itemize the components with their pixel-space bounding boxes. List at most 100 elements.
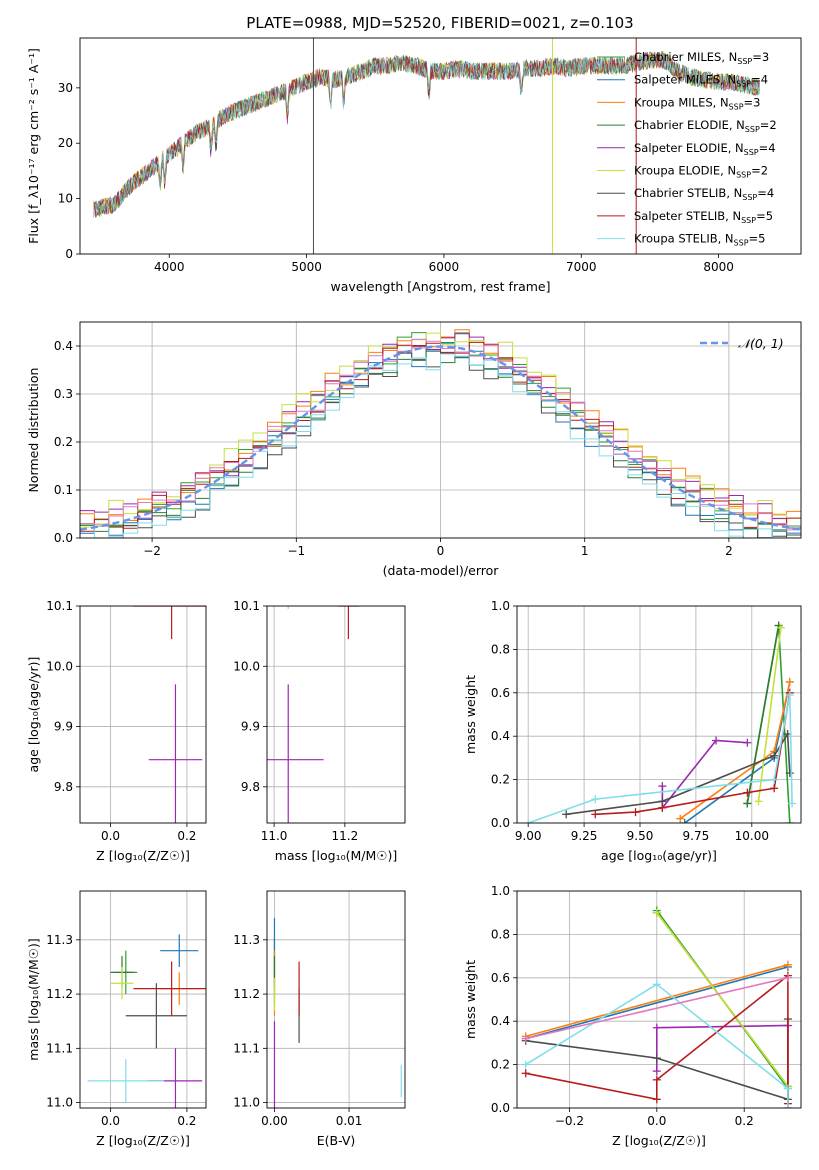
plot-area bbox=[517, 891, 801, 1108]
y-axis-label: Flux [f_λ10⁻¹⁷ erg cm⁻² s⁻¹ A⁻¹] bbox=[26, 48, 41, 244]
legend-label: Kroupa MILES, NSSP=3 bbox=[634, 95, 760, 111]
y-tick-label: 9.9 bbox=[241, 720, 260, 734]
y-axis-label: mass weight bbox=[463, 960, 478, 1039]
y-tick-label: 11.3 bbox=[46, 933, 73, 947]
axes-frame bbox=[79, 321, 802, 539]
y-tick-label: 0.0 bbox=[491, 1101, 510, 1115]
panel-massweight-Z: −0.2 0.0 0.2 0.0 0.2 0.4 0.6 0.8 1.0 Z [log₁₀(Z/Z… bbox=[463, 884, 802, 1148]
x-axis-label: (data-model)/error bbox=[383, 563, 500, 578]
x-axis-label: age [log₁₀(age/yr)] bbox=[601, 848, 717, 863]
y-tick-label: 11.1 bbox=[46, 1041, 73, 1055]
legend-label: Salpeter STELIB, NSSP=5 bbox=[634, 209, 773, 225]
panel-massweight-age: 9.00 9.25 9.50 9.75 10.00 0.0 0.2 0.4 0.6 0.8 1.0 a… bbox=[463, 599, 802, 863]
x-axis-label: Z [log₁₀(Z/Z☉)] bbox=[612, 1133, 706, 1148]
histogram-series bbox=[80, 353, 801, 538]
x-tick-label: 7000 bbox=[566, 260, 597, 274]
y-tick-label: 0.4 bbox=[491, 729, 510, 743]
y-tick-label: 9.8 bbox=[241, 780, 260, 794]
y-axis-label: mass weight bbox=[463, 675, 478, 754]
legend-label: Kroupa STELIB, NSSP=5 bbox=[634, 232, 765, 248]
y-tick-label: 20 bbox=[58, 136, 73, 150]
x-tick-label: 4000 bbox=[154, 260, 185, 274]
grid bbox=[80, 606, 206, 823]
mass-weight-line bbox=[525, 977, 789, 1040]
y-tick-label: 0.4 bbox=[54, 339, 73, 353]
x-axis-label: E(B-V) bbox=[317, 1133, 356, 1148]
x-tick-label: 0.2 bbox=[177, 1114, 196, 1128]
panel-mass-Z: 0.0 0.2 11.0 11.1 11.2 11.3 Z [log₁₀(Z/Z☉)] mas… bbox=[26, 890, 207, 1148]
mass-weight-line bbox=[679, 681, 791, 820]
y-tick-label: 11.0 bbox=[233, 1096, 260, 1110]
y-tick-label: 0.2 bbox=[491, 773, 510, 787]
x-tick-label: 0.00 bbox=[261, 1114, 288, 1128]
x-axis-label: wavelength [Angstrom, rest frame] bbox=[330, 279, 550, 294]
axes-frame bbox=[516, 605, 802, 824]
mass-weight-line bbox=[525, 983, 789, 1108]
y-tick-label: 1.0 bbox=[491, 599, 510, 613]
x-tick-label: 5000 bbox=[291, 260, 322, 274]
x-tick-label: 11.0 bbox=[261, 829, 288, 843]
grid bbox=[80, 891, 206, 1108]
mass-weight-line bbox=[746, 625, 780, 804]
axes-frame bbox=[79, 890, 207, 1109]
x-axis-label: Z [log₁₀(Z/Z☉)] bbox=[96, 1133, 190, 1148]
y-tick-label: 11.2 bbox=[46, 987, 73, 1001]
y-tick-label: 0.0 bbox=[54, 531, 73, 545]
legend-label: Kroupa ELODIE, NSSP=2 bbox=[634, 164, 768, 180]
x-tick-label: 9.75 bbox=[683, 829, 710, 843]
y-tick-label: 0.8 bbox=[491, 642, 510, 656]
y-tick-label: 10.0 bbox=[233, 659, 260, 673]
y-tick-label: 0.2 bbox=[54, 435, 73, 449]
mass-weight-line bbox=[757, 627, 782, 802]
y-axis-label: age [log₁₀(age/yr)] bbox=[26, 657, 41, 773]
x-axis-label: mass [log₁₀(M/M☉)] bbox=[275, 848, 397, 863]
x-tick-label: −0.2 bbox=[555, 1114, 584, 1128]
legend-label: Chabrier STELIB, NSSP=4 bbox=[634, 186, 774, 202]
legend-label: Salpeter ELODIE, NSSP=4 bbox=[634, 141, 776, 157]
histogram-series bbox=[80, 338, 801, 531]
y-tick-label: 11.3 bbox=[233, 933, 260, 947]
plot-area bbox=[267, 891, 405, 1108]
mass-weight-line bbox=[527, 694, 793, 823]
x-tick-label: −2 bbox=[143, 544, 161, 558]
x-tick-label: 1 bbox=[581, 544, 589, 558]
mass-weight-line bbox=[656, 1024, 789, 1108]
mass-weight-line bbox=[595, 692, 791, 816]
x-tick-label: 9.50 bbox=[627, 829, 654, 843]
y-axis-label: mass [log₁₀(M/M☉)] bbox=[26, 938, 41, 1060]
y-tick-label: 0.6 bbox=[491, 686, 510, 700]
legend-label: Chabrier ELODIE, NSSP=2 bbox=[634, 118, 777, 134]
x-tick-label: 0.2 bbox=[735, 1114, 754, 1128]
x-axis-label: Z [log₁₀(Z/Z☉)] bbox=[96, 848, 190, 863]
axes-frame bbox=[516, 890, 802, 1109]
mass-weight-line bbox=[661, 739, 748, 811]
x-tick-label: 2 bbox=[725, 544, 733, 558]
mass-weight-line bbox=[656, 912, 789, 1087]
legend: Chabrier MILES, NSSP=3 Salpeter MILES, NS… bbox=[597, 50, 777, 248]
y-tick-label: 9.8 bbox=[54, 780, 73, 794]
y-tick-label: 9.9 bbox=[54, 720, 73, 734]
x-tick-label: 9.25 bbox=[571, 829, 598, 843]
legend-label: 𝒩(0, 1) bbox=[738, 336, 784, 351]
x-tick-label: 0 bbox=[437, 544, 445, 558]
normal-curve bbox=[80, 345, 801, 531]
plot-area bbox=[517, 606, 801, 823]
panel-age-mass: 11.0 11.2 9.8 9.9 10.0 10.1 mass [log₁₀(M/M☉)] bbox=[233, 599, 406, 863]
y-tick-label: 0.1 bbox=[54, 483, 73, 497]
x-tick-label: 0.2 bbox=[177, 829, 196, 843]
x-tick-label: 9.00 bbox=[515, 829, 542, 843]
y-tick-label: 0.3 bbox=[54, 387, 73, 401]
x-tick-label: 11.2 bbox=[331, 829, 358, 843]
axes-frame bbox=[79, 37, 802, 255]
mass-weight-line bbox=[525, 964, 789, 1038]
x-tick-label: 6000 bbox=[429, 260, 460, 274]
y-tick-label: 11.1 bbox=[233, 1041, 260, 1055]
panel-residuals: −2 −1 0 1 2 0.0 0.1 0.2 0.3 0.4 (data-model)/error… bbox=[26, 321, 802, 578]
axes-frame bbox=[266, 605, 406, 824]
axes-frame bbox=[79, 605, 207, 824]
y-tick-label: 30 bbox=[58, 81, 73, 95]
x-tick-label: 8000 bbox=[703, 260, 734, 274]
axes-frame bbox=[266, 890, 406, 1109]
figure-title: PLATE=0988, MJD=52520, FIBERID=0021, z=0… bbox=[246, 14, 633, 32]
y-tick-label: 0 bbox=[65, 247, 73, 261]
